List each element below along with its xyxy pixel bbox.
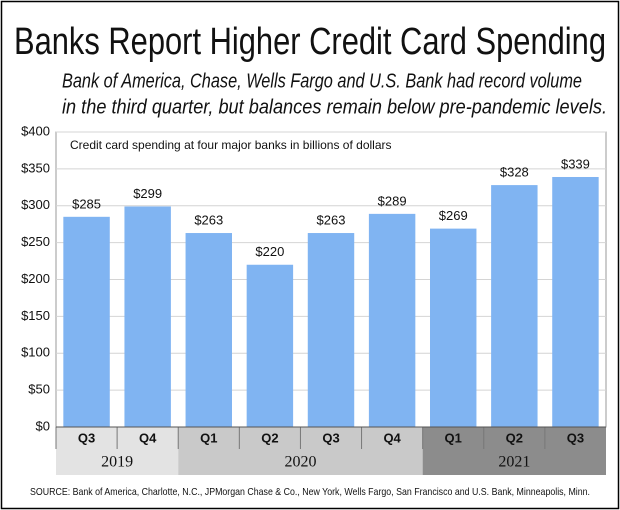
value-label: $328 xyxy=(500,165,529,180)
source: SOURCE: Bank of America, Charlotte, N.C.… xyxy=(30,486,590,498)
y-tick-label: $100 xyxy=(21,345,50,360)
x-tick-label: Q2 xyxy=(261,430,278,445)
bar xyxy=(430,228,477,427)
bar xyxy=(124,206,171,427)
value-label: $263 xyxy=(317,212,346,227)
value-label: $220 xyxy=(255,244,284,259)
value-label: $339 xyxy=(561,156,590,171)
value-label: $299 xyxy=(133,186,162,201)
group-label: 2021 xyxy=(498,454,530,471)
x-tick-label: Q4 xyxy=(383,430,401,445)
chart-title: Banks Report Higher Credit Card Spending xyxy=(14,21,606,63)
value-label: $289 xyxy=(378,193,407,208)
subtitle: in the third quarter, but balances remai… xyxy=(62,96,607,118)
x-tick-label: Q3 xyxy=(322,430,339,445)
y-tick-label: $50 xyxy=(28,382,50,397)
x-tick-label: Q1 xyxy=(445,430,462,445)
bar xyxy=(307,233,355,427)
bar xyxy=(368,213,416,427)
x-tick-label: Q3 xyxy=(78,430,95,445)
value-label: $269 xyxy=(439,208,468,223)
group-band xyxy=(422,427,606,475)
group-label: 2019 xyxy=(101,454,133,471)
y-tick-label: $400 xyxy=(21,123,50,138)
subtitle: Bank of America, Chase, Wells Fargo and … xyxy=(62,70,582,92)
group-label: 2020 xyxy=(284,454,316,471)
x-tick-label: Q1 xyxy=(200,430,217,445)
y-tick-label: $350 xyxy=(21,160,50,175)
annotation: Credit card spending at four major banks… xyxy=(70,138,392,152)
y-tick-label: $300 xyxy=(21,197,50,212)
value-label: $285 xyxy=(72,196,101,211)
y-tick-label: $150 xyxy=(21,308,50,323)
bar xyxy=(185,233,232,427)
x-tick-label: Q2 xyxy=(506,430,523,445)
bar xyxy=(246,264,294,427)
x-tick-label: Q3 xyxy=(567,430,584,445)
bar xyxy=(552,176,599,427)
y-tick-label: $200 xyxy=(21,271,50,286)
y-tick-label: $0 xyxy=(36,418,50,433)
value-label: $263 xyxy=(194,212,223,227)
y-tick-label: $250 xyxy=(21,234,50,249)
bar xyxy=(63,216,110,427)
x-tick-label: Q4 xyxy=(139,430,157,445)
bar xyxy=(491,185,538,427)
